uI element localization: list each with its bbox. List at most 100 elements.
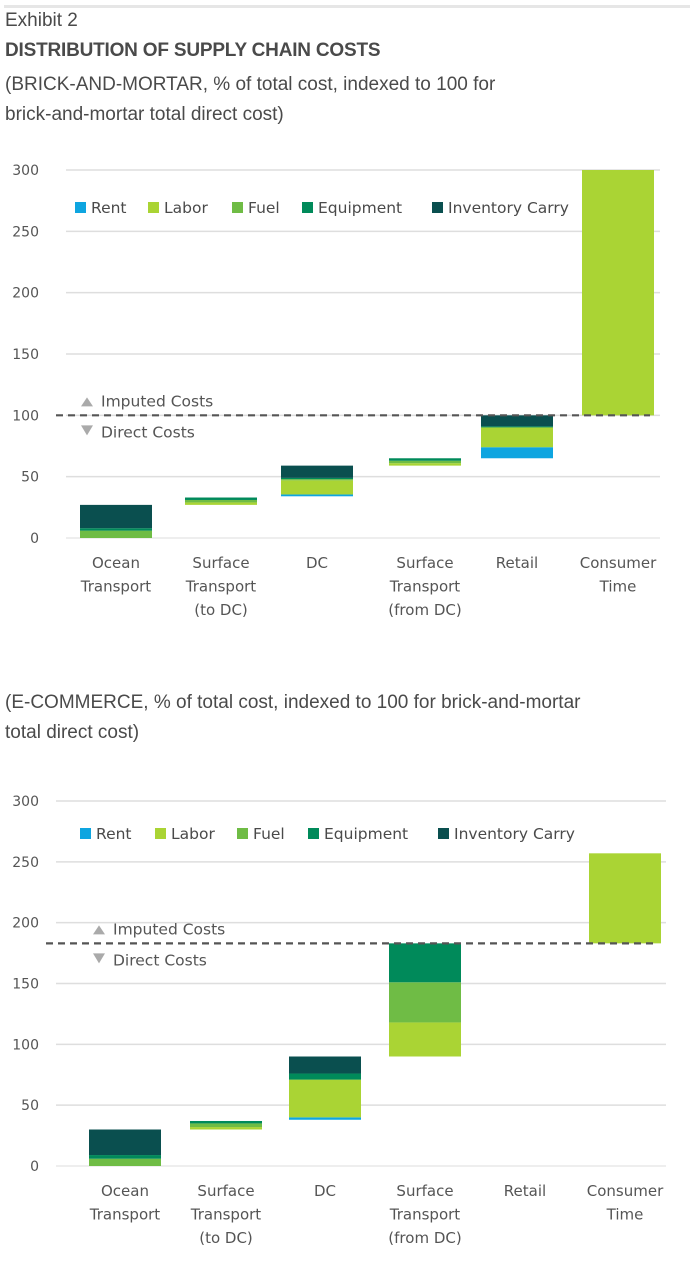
bar-segment-dc-labor [289,1079,361,1118]
bar-segment-retail-labor [481,427,553,448]
x-category-label: Transport [89,1206,161,1224]
bar-segment-surface-transport-from-dc-labor [389,463,461,466]
y-tick-label: 100 [12,408,39,424]
y-tick-label: 300 [12,163,39,179]
x-category-label: Retail [496,554,538,572]
legend-label-rent: Rent [96,825,132,843]
legend-label-equipment: Equipment [324,825,408,843]
x-category-label: (from DC) [388,1229,461,1247]
x-category-label: Transport [185,578,257,596]
up-triangle-icon [93,925,105,935]
bar-segment-dc-equipment [289,1073,361,1080]
chart1-subtitle: (BRICK-AND-MORTAR, % of total cost, inde… [5,70,685,130]
bar-segment-dc-inventory-carry [289,1056,361,1074]
x-category-label: Consumer [587,1182,664,1200]
bar-segment-surface-transport-from-dc-equipment [389,458,461,461]
top-rule [4,5,690,8]
bar-segment-surface-transport-to-dc-equipment [185,497,257,500]
imputed-costs-label: Imputed Costs [113,920,225,938]
bar-segment-consumer-time-labor [582,170,654,416]
bar-segment-retail-inventory-carry [481,415,553,427]
bar-segment-retail-fuel [481,426,553,428]
bar-segment-retail-rent [481,447,553,459]
legend-swatch-rent [80,828,91,839]
legend-swatch-fuel [237,828,248,839]
imputed-costs-label: Imputed Costs [101,392,213,410]
y-tick-label: 250 [12,855,39,871]
chart2-subtitle-line: (E-COMMERCE, % of total cost, indexed to… [5,692,581,713]
x-category-label: DC [306,554,328,572]
x-category-label: Surface [197,1182,254,1200]
x-category-label: Surface [396,554,453,572]
direct-costs-label: Direct Costs [101,423,195,441]
down-triangle-icon [81,425,93,436]
bar-segment-dc-rent [281,494,353,497]
y-tick-label: 100 [12,1037,39,1053]
exhibit-label: Exhibit 2 [5,10,78,31]
bar-segment-surface-transport-to-dc-labor [190,1127,262,1130]
y-tick-label: 150 [12,347,39,363]
bar-segment-ocean-transport-fuel [89,1158,161,1166]
y-tick-label: 200 [12,286,39,302]
legend-swatch-equipment [308,828,319,839]
x-category-label: Transport [80,578,152,596]
legend-label-equipment: Equipment [318,199,402,217]
legend-label-labor: Labor [164,199,208,217]
legend-swatch-rent [75,202,86,213]
bar-segment-dc-rent [289,1117,361,1120]
bar-segment-ocean-transport-inventory-carry [89,1129,161,1156]
x-category-label: (from DC) [388,601,461,619]
chart2-subtitle: (E-COMMERCE, % of total cost, indexed to… [5,688,685,748]
bar-segment-ocean-transport-fuel [80,530,152,538]
y-tick-label: 50 [21,470,39,486]
chart2-subtitle-line: total direct cost) [5,722,140,743]
chart-e-commerce: 0 50 100 150 200 250 300 Imputed Costs Direct Co… [12,794,666,1247]
up-triangle-icon [81,397,93,407]
bar-segment-surface-transport-to-dc-labor [185,502,257,505]
legend-label-labor: Labor [171,825,215,843]
bar-segment-dc-inventory-carry [281,465,353,478]
y-tick-label: 300 [12,794,39,810]
legend-label-inventory-carry: Inventory Carry [448,199,569,217]
x-category-label: DC [314,1182,336,1200]
y-tick-label: 0 [30,1159,39,1175]
chart1-subtitle-line: brick-and-mortar total direct cost) [5,104,284,125]
x-category-label: Transport [389,1206,461,1224]
x-category-label: Surface [396,1182,453,1200]
bar-segment-surface-transport-from-dc-fuel [389,460,461,464]
bar-segment-dc-fuel [281,479,353,481]
y-tick-label: 0 [30,531,39,547]
legend-swatch-equipment [302,202,313,213]
bar-segment-dc-labor [281,480,353,495]
chart1-subtitle-line: (BRICK-AND-MORTAR, % of total cost, inde… [5,74,496,95]
chart-title: DISTRIBUTION OF SUPPLY CHAIN COSTS [5,40,381,61]
x-category-label: Surface [192,554,249,572]
bar-segment-surface-transport-from-dc-equipment [389,943,461,983]
x-category-label: (to DC) [199,1229,253,1247]
legend-swatch-inventory-carry [432,202,443,213]
bar-segment-ocean-transport-equipment [89,1155,161,1159]
bar-segment-surface-transport-to-dc-fuel [190,1123,262,1128]
legend-swatch-labor [148,202,159,213]
bar-segment-ocean-transport-inventory-carry [80,504,152,529]
legend-label-rent: Rent [91,199,127,217]
bar-segment-consumer-time-labor [589,853,661,944]
y-tick-label: 250 [12,224,39,240]
bar-segment-retail-equipment [481,426,553,428]
x-category-label: Transport [190,1206,262,1224]
legend-swatch-fuel [232,202,243,213]
x-category-label: Ocean [101,1182,149,1200]
x-category-label: Time [599,578,637,596]
legend-label-inventory-carry: Inventory Carry [454,825,575,843]
bar-segment-dc-equipment [281,477,353,480]
legend-swatch-inventory-carry [438,828,449,839]
down-triangle-icon [93,953,105,964]
x-category-label: Consumer [580,554,657,572]
direct-costs-label: Direct Costs [113,951,207,969]
legend-swatch-labor [155,828,166,839]
x-category-label: (to DC) [194,601,248,619]
bar-segment-ocean-transport-equipment [80,528,152,531]
chart-brick-and-mortar: 0 50 100 150 200 250 300 Imputed Costs Direct Co… [12,163,660,619]
x-category-label: Time [606,1206,644,1224]
x-category-label: Transport [389,578,461,596]
